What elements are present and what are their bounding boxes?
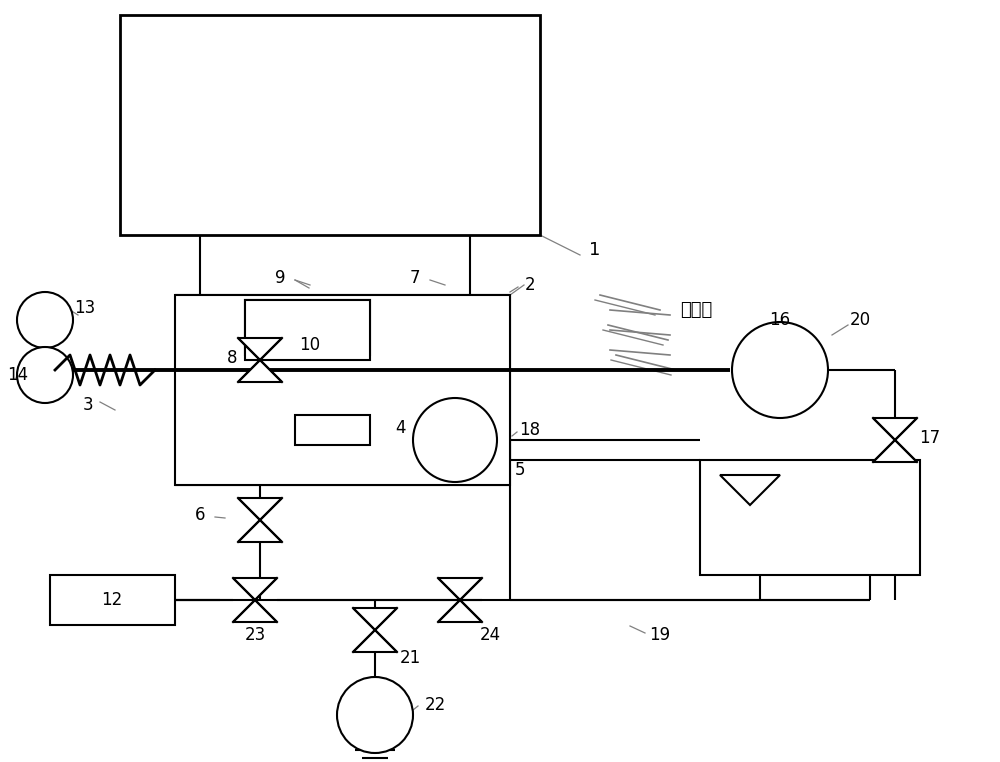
Circle shape (17, 292, 73, 348)
Text: 3: 3 (83, 396, 93, 414)
Text: 22: 22 (424, 696, 446, 714)
Circle shape (337, 677, 413, 753)
Text: 19: 19 (649, 626, 671, 644)
Text: 8: 8 (227, 349, 237, 367)
Polygon shape (238, 338, 282, 360)
Polygon shape (353, 630, 397, 652)
Polygon shape (233, 600, 277, 622)
Bar (245, 300, 370, 360)
Text: 2: 2 (525, 276, 535, 294)
Text: 4: 4 (395, 419, 405, 437)
Bar (295, 415, 370, 445)
Polygon shape (438, 600, 482, 622)
Polygon shape (238, 520, 282, 542)
Text: 6: 6 (195, 506, 205, 524)
Text: 11: 11 (809, 471, 831, 489)
Text: 5: 5 (515, 461, 525, 479)
Polygon shape (438, 578, 482, 600)
Text: 17: 17 (919, 429, 941, 447)
Polygon shape (233, 578, 277, 600)
Bar (700, 460, 920, 575)
Bar (245, 300, 370, 355)
Text: 9: 9 (275, 269, 285, 287)
Bar (50, 575, 175, 625)
Text: 15: 15 (744, 496, 766, 514)
Polygon shape (353, 608, 397, 630)
Polygon shape (238, 498, 282, 520)
Polygon shape (873, 418, 917, 440)
Bar (175, 295, 510, 485)
Text: 16: 16 (769, 311, 791, 329)
Text: 24: 24 (479, 626, 501, 644)
Text: 10: 10 (299, 336, 321, 354)
Polygon shape (873, 440, 917, 462)
Text: 21: 21 (399, 649, 421, 667)
Text: 18: 18 (519, 421, 541, 439)
Text: 23: 23 (244, 626, 266, 644)
Polygon shape (720, 475, 780, 505)
Polygon shape (238, 360, 282, 382)
Circle shape (413, 398, 497, 482)
Text: 13: 13 (74, 299, 96, 317)
Circle shape (17, 347, 73, 403)
Text: 7: 7 (410, 269, 420, 287)
Circle shape (732, 322, 828, 418)
Bar (120, 15, 540, 235)
Text: 12: 12 (101, 591, 123, 609)
Text: 20: 20 (849, 311, 871, 329)
Text: 1: 1 (589, 241, 601, 259)
Text: 自来水: 自来水 (680, 301, 712, 319)
Text: 14: 14 (7, 366, 29, 384)
